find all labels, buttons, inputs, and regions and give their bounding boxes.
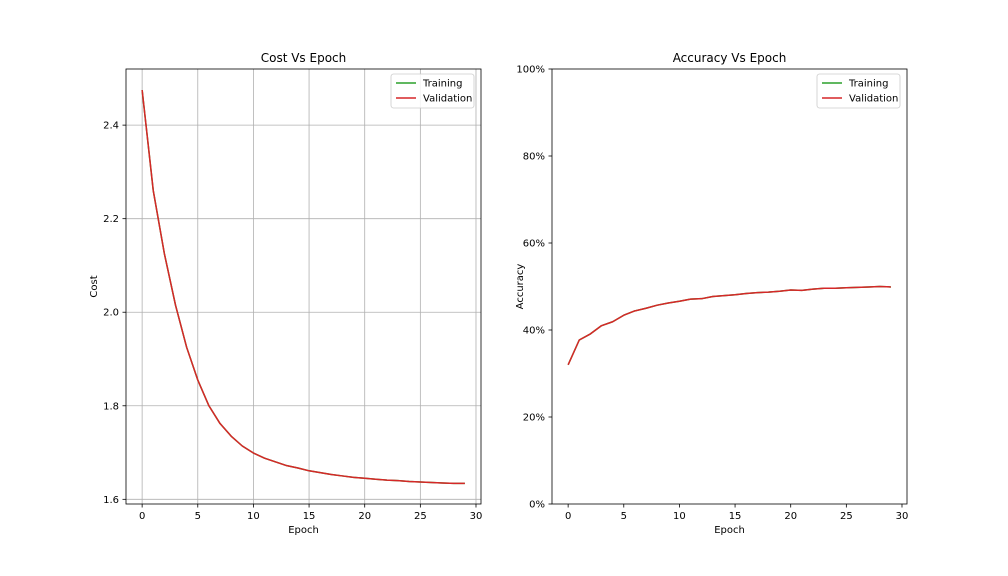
legend: Training Validation bbox=[816, 73, 901, 109]
legend-label-validation: Validation bbox=[423, 94, 472, 105]
y-tick-label: 1.6 bbox=[103, 495, 119, 506]
legend: Training Validation bbox=[390, 73, 475, 109]
y-tick-label: 0% bbox=[529, 500, 545, 511]
x-tick-label: 25 bbox=[414, 511, 427, 522]
y-tick-label: 2.0 bbox=[103, 308, 119, 319]
x-tick-label: 20 bbox=[358, 511, 371, 522]
y-tick-label: 2.4 bbox=[103, 121, 119, 132]
x-tick-label: 10 bbox=[673, 511, 686, 522]
legend-label-training: Training bbox=[848, 79, 888, 90]
chart-title: Accuracy Vs Epoch bbox=[673, 51, 787, 65]
x-tick-label: 0 bbox=[139, 511, 145, 522]
axes-frame bbox=[125, 68, 482, 505]
series-line-validation bbox=[141, 89, 465, 485]
x-tick-label: 30 bbox=[896, 511, 909, 522]
y-tick-label: 80% bbox=[523, 152, 545, 163]
y-axis-label: Cost bbox=[89, 275, 100, 297]
chart-0: 0 5 10 15 20 25 30 1.6 1.8 2.0 2.2 2.4 Cost Vs Epoch… bbox=[89, 51, 482, 536]
axes-frame bbox=[551, 68, 908, 505]
y-tick-label: 100% bbox=[516, 65, 545, 76]
y-axis-label: Accuracy bbox=[515, 264, 526, 310]
legend-label-validation: Validation bbox=[849, 94, 898, 105]
plot-area bbox=[126, 69, 481, 504]
y-tick-label: 60% bbox=[523, 239, 545, 250]
series-line-validation bbox=[567, 285, 891, 366]
x-axis-label: Epoch bbox=[288, 525, 319, 536]
chart-title: Cost Vs Epoch bbox=[261, 51, 347, 65]
y-tick-label: 2.2 bbox=[103, 214, 119, 225]
x-tick-label: 5 bbox=[195, 511, 201, 522]
chart-1: 0 5 10 15 20 25 30 0% 20% 40% 60% 80% 100% Accuracy V… bbox=[515, 51, 908, 536]
y-tick-label: 40% bbox=[523, 326, 545, 337]
x-tick-label: 5 bbox=[621, 511, 627, 522]
x-axis-label: Epoch bbox=[714, 525, 745, 536]
x-tick-label: 20 bbox=[784, 511, 797, 522]
legend-label-training: Training bbox=[422, 79, 462, 90]
plot-area bbox=[552, 69, 907, 504]
x-tick-label: 15 bbox=[303, 511, 316, 522]
x-tick-label: 10 bbox=[247, 511, 260, 522]
y-tick-label: 20% bbox=[523, 413, 545, 424]
y-tick-label: 1.8 bbox=[103, 401, 119, 412]
x-tick-label: 30 bbox=[470, 511, 483, 522]
x-tick-label: 25 bbox=[840, 511, 853, 522]
x-tick-label: 15 bbox=[729, 511, 742, 522]
x-tick-label: 0 bbox=[565, 511, 571, 522]
